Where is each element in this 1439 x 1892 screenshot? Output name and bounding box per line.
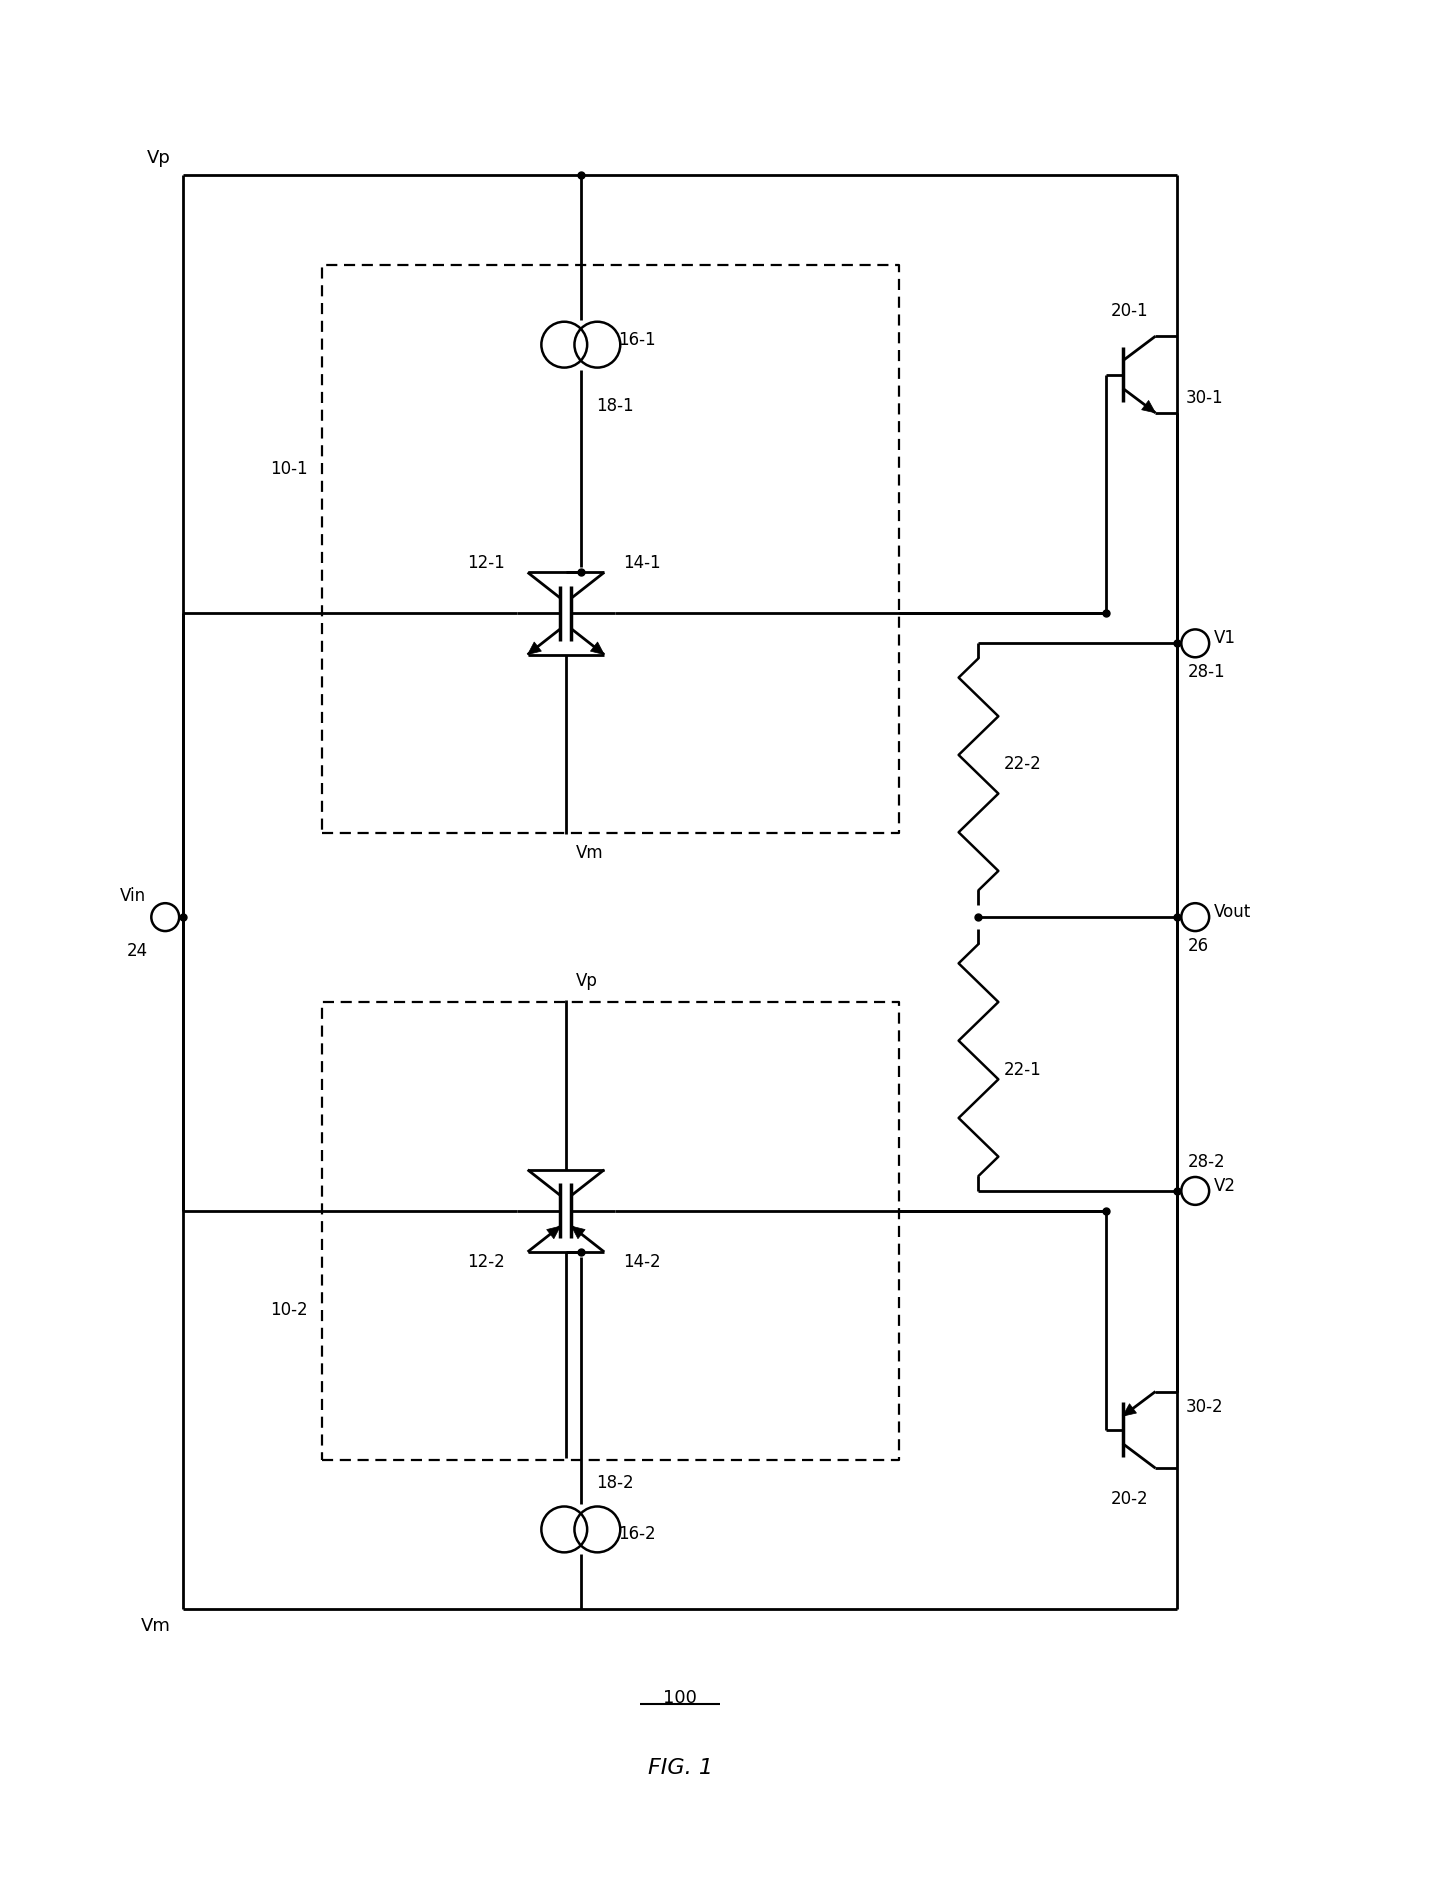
Text: 30-2: 30-2 <box>1186 1398 1223 1415</box>
Text: 100: 100 <box>663 1690 696 1707</box>
Text: V1: V1 <box>1215 630 1236 647</box>
Text: 10-2: 10-2 <box>269 1302 308 1319</box>
Text: FIG. 1: FIG. 1 <box>648 1758 712 1778</box>
Text: 24: 24 <box>127 942 148 959</box>
Text: 16-2: 16-2 <box>619 1525 656 1544</box>
Polygon shape <box>528 641 541 655</box>
Polygon shape <box>547 1226 560 1239</box>
Text: 26: 26 <box>1187 937 1209 955</box>
Text: 10-1: 10-1 <box>269 460 308 479</box>
Polygon shape <box>1122 1404 1137 1417</box>
Polygon shape <box>590 641 604 655</box>
Text: 28-2: 28-2 <box>1187 1152 1225 1171</box>
Text: 30-1: 30-1 <box>1186 390 1223 407</box>
Text: Vout: Vout <box>1215 902 1252 921</box>
Text: 22-2: 22-2 <box>1003 755 1040 774</box>
Text: Vp: Vp <box>147 149 171 168</box>
Text: 28-1: 28-1 <box>1187 664 1225 681</box>
Text: 12-2: 12-2 <box>468 1253 505 1271</box>
Text: 20-2: 20-2 <box>1111 1489 1148 1508</box>
Text: 18-2: 18-2 <box>596 1474 633 1491</box>
Text: V2: V2 <box>1215 1177 1236 1196</box>
Text: 22-1: 22-1 <box>1003 1061 1040 1078</box>
Text: 14-1: 14-1 <box>623 554 661 571</box>
Text: 12-1: 12-1 <box>468 554 505 571</box>
Polygon shape <box>571 1226 586 1239</box>
Text: 14-2: 14-2 <box>623 1253 661 1271</box>
Text: Vm: Vm <box>141 1618 171 1635</box>
Text: Vm: Vm <box>576 844 603 863</box>
Text: Vin: Vin <box>121 887 147 904</box>
Polygon shape <box>1141 401 1156 412</box>
Text: 20-1: 20-1 <box>1111 301 1148 320</box>
Text: 18-1: 18-1 <box>596 397 633 416</box>
Text: 16-1: 16-1 <box>619 331 656 348</box>
Text: Vp: Vp <box>576 972 597 990</box>
